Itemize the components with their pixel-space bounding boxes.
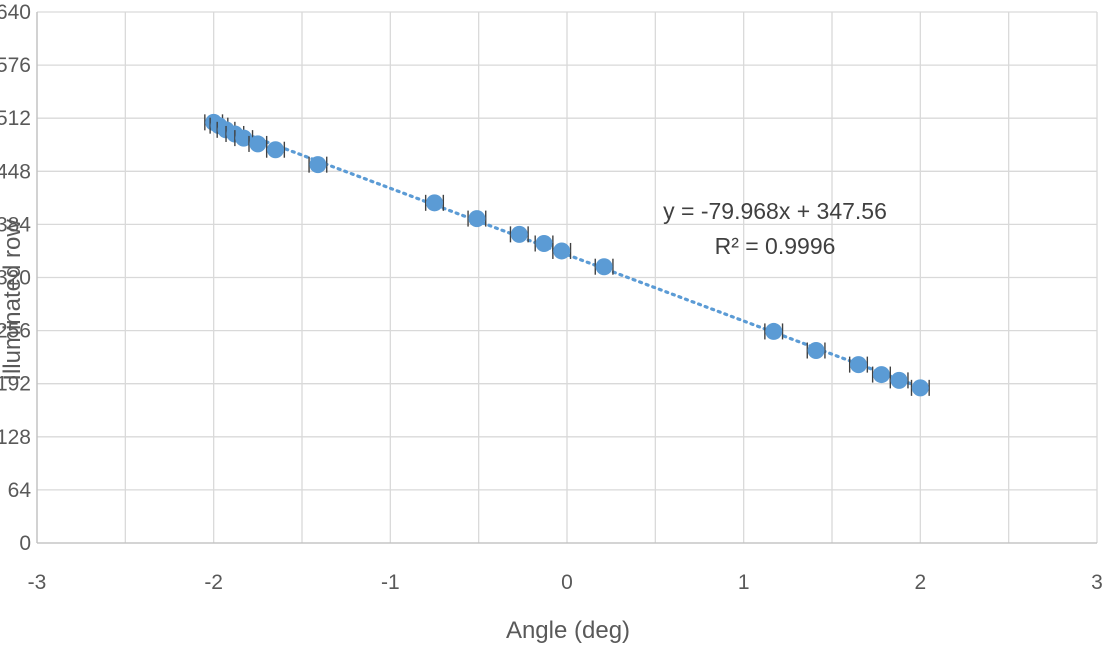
data-point — [553, 242, 571, 260]
y-tick-label: 256 — [0, 320, 31, 343]
data-point — [235, 129, 253, 147]
y-tick-label: 128 — [0, 426, 31, 449]
data-points — [204, 113, 930, 397]
y-tick-label: 0 — [19, 532, 31, 555]
y-tick-label: 320 — [0, 267, 31, 290]
x-axis-title: Angle (deg) — [506, 617, 630, 644]
data-point — [872, 366, 890, 384]
grid-lines — [36, 11, 1098, 544]
y-tick-label: 192 — [0, 373, 31, 396]
data-point — [850, 356, 867, 374]
x-tick-label: -2 — [204, 571, 223, 594]
data-point — [807, 342, 825, 360]
data-point — [765, 322, 783, 340]
y-tick-label: 512 — [0, 107, 31, 130]
data-point — [249, 135, 267, 153]
x-tick-label: 0 — [561, 571, 573, 594]
tick-labels: 0 64 128 192 256 320 384 448 512 576 640 -3 -2 -1 0 1 2 3 — [0, 1, 1103, 594]
x-tick-label: 2 — [914, 571, 926, 594]
data-point — [426, 194, 443, 212]
data-point — [468, 210, 486, 228]
axes — [36, 12, 1097, 544]
data-point — [510, 225, 528, 243]
data-point — [911, 379, 929, 397]
data-point — [890, 371, 908, 389]
trendline-equation: y = -79.968x + 347.56 — [663, 198, 887, 224]
x-tick-label: -1 — [381, 571, 400, 594]
y-tick-label: 576 — [0, 54, 31, 77]
y-axis-title: Illuminated row — [0, 219, 26, 381]
y-tick-label: 384 — [0, 213, 31, 236]
y-tick-label: 448 — [0, 160, 31, 183]
data-point — [267, 141, 284, 159]
y-tick-label: 64 — [8, 479, 32, 502]
x-tick-label: -3 — [28, 571, 47, 594]
data-point — [595, 258, 613, 276]
data-point — [309, 156, 327, 174]
trendline-r-squared: R² = 0.9996 — [715, 233, 836, 259]
data-point — [535, 234, 553, 252]
y-tick-label: 640 — [0, 1, 31, 24]
x-tick-label: 1 — [738, 571, 750, 594]
x-tick-label: 3 — [1091, 571, 1103, 594]
